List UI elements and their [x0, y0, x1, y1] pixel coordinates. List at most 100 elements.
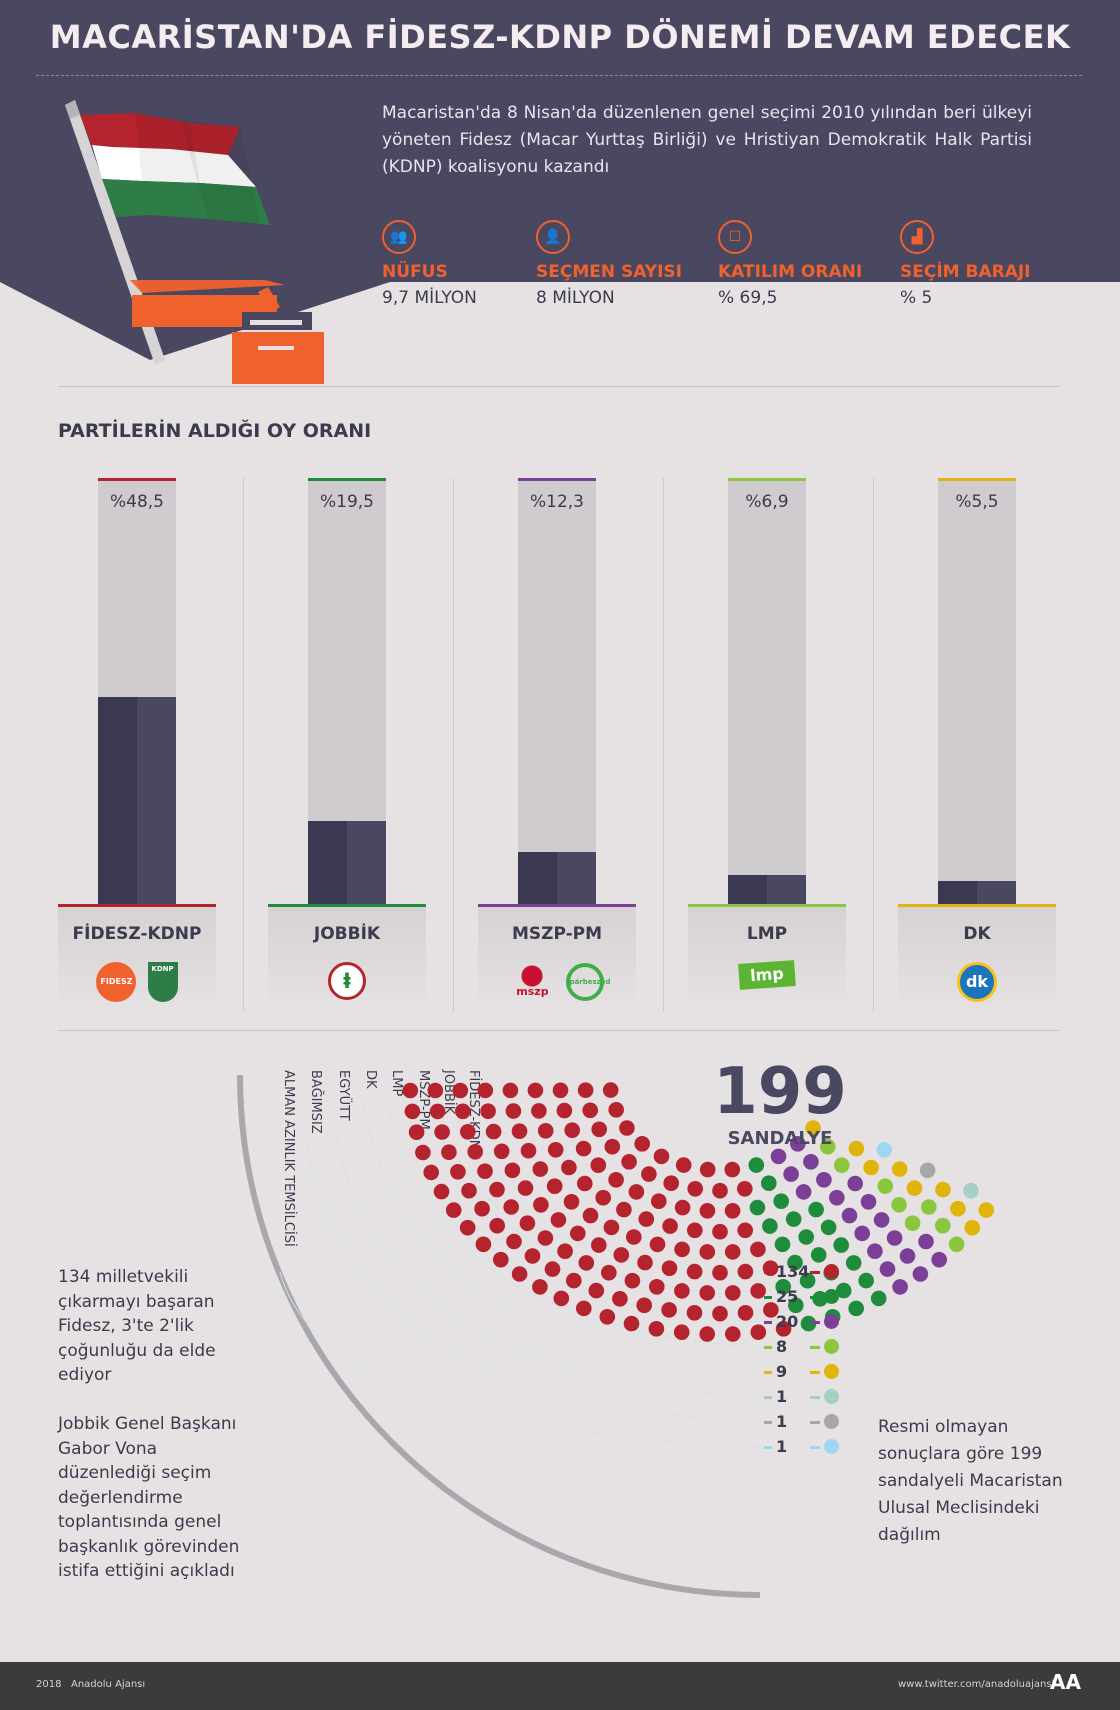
- seat-dot: [648, 1321, 665, 1337]
- seat-dot: [687, 1222, 703, 1239]
- seat-dot: [474, 1200, 490, 1217]
- legend-line: [764, 1321, 772, 1324]
- seat-dot: [833, 1157, 850, 1173]
- seat-dot: [505, 1103, 522, 1119]
- bar-dk: [938, 881, 1016, 904]
- seat-dot: [812, 1291, 828, 1307]
- legend-line: [764, 1346, 772, 1349]
- seat-dot: [899, 1248, 916, 1264]
- footer: 2018 Anadolu Ajansı www.twitter.com/anad…: [0, 1662, 1120, 1710]
- seat-dot: [601, 1264, 617, 1281]
- seat-dot: [795, 1184, 812, 1200]
- seat-dot: [737, 1222, 753, 1239]
- seat-dot: [891, 1161, 908, 1177]
- stat-label: SEÇMEN SAYISI: [536, 262, 682, 282]
- seat-dot: [547, 1142, 564, 1158]
- seat-dot: [867, 1243, 883, 1259]
- seat-dot: [858, 1272, 874, 1289]
- seat-dot: [552, 1082, 569, 1099]
- seat-dot: [892, 1279, 908, 1295]
- seat-dot: [576, 1300, 592, 1317]
- seat-dot: [906, 1180, 923, 1196]
- legend-line: [810, 1321, 820, 1324]
- seat-dot: [621, 1154, 637, 1170]
- seat-dot: [737, 1263, 754, 1280]
- seat-dot: [816, 1172, 832, 1188]
- bar-baseline: [478, 904, 636, 907]
- seat-dot: [590, 1157, 607, 1173]
- legend-dot: [824, 1314, 839, 1329]
- people-icon: 👥: [382, 220, 416, 254]
- seat-dot: [564, 1122, 580, 1138]
- bar-baseline: [268, 904, 426, 907]
- seat-dot: [763, 1302, 779, 1318]
- seat-dot: [591, 1237, 607, 1253]
- legend-line: [764, 1396, 772, 1399]
- party-logos: mszp párbeszéd: [478, 962, 636, 1002]
- seat-dot: [904, 1215, 921, 1231]
- seat-dot: [847, 1175, 863, 1192]
- seat-dot: [493, 1251, 509, 1268]
- seat-dot: [724, 1244, 741, 1260]
- bar-lmp: [728, 875, 806, 904]
- legend-line: [764, 1296, 772, 1299]
- stat-voters: 👤 SEÇMEN SAYISI 8 MİLYON: [536, 220, 682, 308]
- seat-dot: [433, 1183, 450, 1200]
- seat-dot: [636, 1297, 652, 1314]
- seat-dot: [921, 1199, 937, 1215]
- seat-total-label: SANDALYE: [727, 1128, 833, 1149]
- legend-count: 1: [776, 1387, 788, 1406]
- seat-dot: [477, 1163, 493, 1179]
- bar-baseline: [898, 904, 1056, 907]
- seat-dot: [511, 1266, 528, 1282]
- seat-dot: [833, 1237, 849, 1253]
- seat-dot: [935, 1217, 951, 1234]
- legend-dot: [824, 1289, 839, 1304]
- stat-value: % 69,5: [718, 288, 778, 308]
- legend-line: [810, 1446, 820, 1449]
- seat-dot: [575, 1140, 592, 1157]
- seat-dot: [891, 1197, 907, 1213]
- legend-row: 20: [764, 1312, 844, 1332]
- legend-dot: [824, 1439, 839, 1454]
- seat-dot: [829, 1189, 845, 1206]
- seat-dot: [750, 1241, 766, 1258]
- seat-dot: [638, 1211, 655, 1227]
- seat-dot: [517, 1180, 534, 1196]
- seat-dot: [854, 1225, 870, 1242]
- seat-dot: [737, 1305, 754, 1321]
- seat-dot: [787, 1254, 803, 1271]
- seat-dot: [724, 1161, 741, 1178]
- legend-row: 25: [764, 1287, 844, 1307]
- seat-dot: [835, 1282, 852, 1299]
- seat-dot: [712, 1182, 728, 1199]
- stat-label: KATILIM ORANI: [718, 262, 863, 282]
- legend-count: 1: [776, 1437, 788, 1456]
- bar-baseline: [688, 904, 846, 907]
- lmp-logo: lmp: [738, 960, 796, 990]
- parbeszed-logo: párbeszéd: [565, 963, 611, 1001]
- seat-dot: [935, 1181, 951, 1198]
- bar-value-label: %12,3: [529, 492, 584, 512]
- seat-dot: [686, 1305, 703, 1321]
- seat-dot: [582, 1102, 598, 1119]
- seat-dot: [649, 1279, 665, 1295]
- legend-dot: [824, 1339, 839, 1354]
- jobbik-logo: ⱡ: [328, 962, 366, 1000]
- stat-label: NÜFUS: [382, 262, 448, 282]
- legend-row: 134: [764, 1262, 844, 1282]
- legend-count: 8: [776, 1337, 788, 1356]
- bar-track: [518, 478, 596, 904]
- party-arc-label: DK: [363, 1070, 378, 1089]
- note-jobbik: Jobbik Genel Başkanı Gabor Vona düzenled…: [58, 1414, 240, 1581]
- seat-dot: [612, 1291, 628, 1307]
- seat-dot: [699, 1326, 715, 1342]
- bar-value-label: %5,5: [955, 492, 999, 512]
- footer-twitter: www.twitter.com/anadoluajansi: [898, 1679, 1055, 1690]
- seat-dot: [785, 1211, 802, 1227]
- bar-topline: [308, 478, 386, 481]
- legend-line: [810, 1271, 820, 1274]
- footer-credit: 2018 Anadolu Ajansı: [36, 1679, 146, 1690]
- seat-dot: [623, 1315, 640, 1332]
